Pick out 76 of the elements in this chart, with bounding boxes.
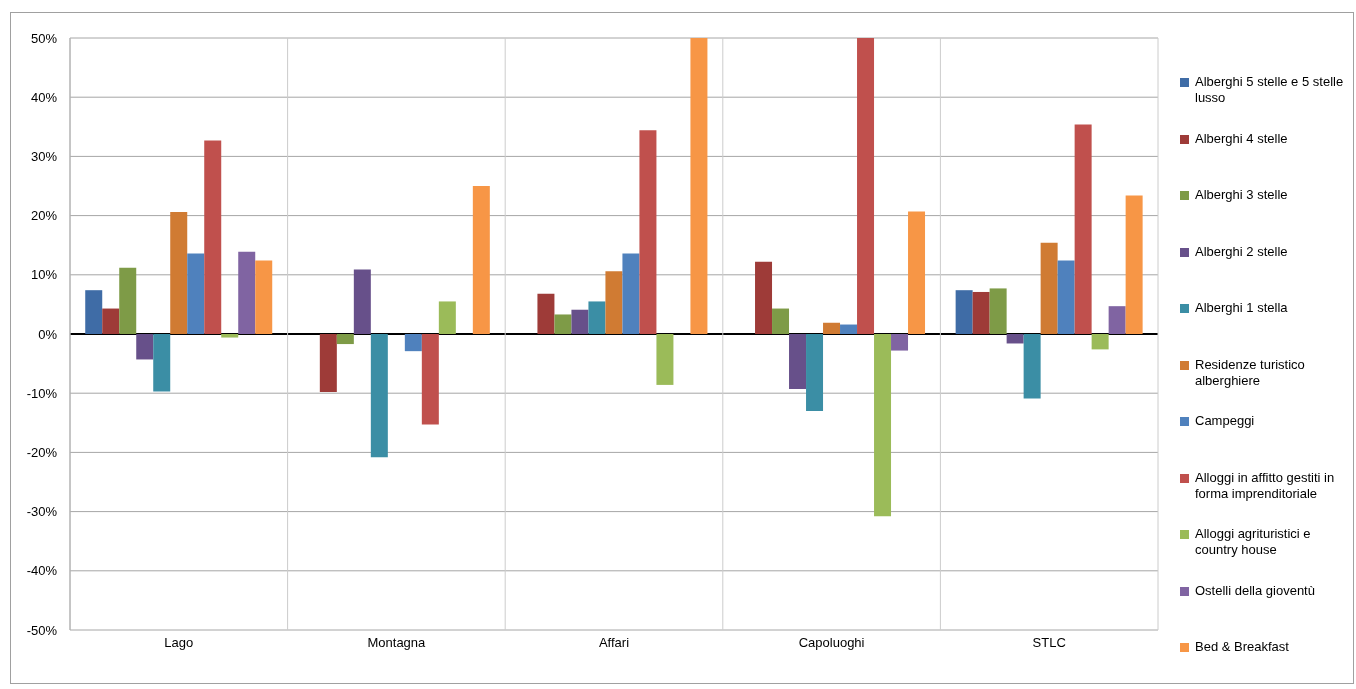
bar <box>421 334 439 425</box>
bar <box>690 38 708 334</box>
bar <box>102 308 120 334</box>
bar <box>1108 306 1126 334</box>
legend-label: Alberghi 1 stella <box>1195 300 1288 315</box>
y-tick-label: -20% <box>26 445 58 461</box>
bar <box>874 334 892 517</box>
y-tick-label: 10% <box>30 267 58 283</box>
bar <box>370 334 388 458</box>
bar <box>136 334 154 360</box>
y-tick-label: -50% <box>26 622 58 638</box>
bar <box>1023 334 1041 399</box>
bar <box>1074 124 1092 334</box>
bar <box>1006 334 1024 344</box>
bar <box>1057 260 1075 334</box>
y-tick-label: 50% <box>30 30 58 46</box>
bar <box>656 334 674 385</box>
bar <box>204 140 222 334</box>
bar <box>857 38 875 334</box>
bar <box>554 314 572 334</box>
bar <box>537 293 555 334</box>
bar <box>908 211 926 334</box>
y-tick-label: -10% <box>26 385 58 401</box>
legend-label: Alloggi in affitto gestiti in forma imprenditoriale <box>1195 469 1335 501</box>
legend-label: Alloggi agrituristici e country house <box>1195 526 1311 558</box>
legend-label: Alberghi 4 stelle <box>1195 130 1288 146</box>
legend-label: Alberghi 5 stelle e 5 stelle lusso <box>1195 74 1344 106</box>
bar <box>319 334 337 393</box>
y-tick-label: 40% <box>30 89 58 105</box>
bar <box>955 290 973 334</box>
x-tick-label: Montagna <box>367 635 427 651</box>
bar <box>772 308 790 334</box>
bar <box>622 253 640 334</box>
bar <box>789 334 807 390</box>
x-tick-label: Affari <box>598 635 630 651</box>
bar <box>336 334 354 345</box>
bar <box>605 271 623 334</box>
bar <box>823 322 841 334</box>
y-tick-label: -40% <box>26 563 58 579</box>
bar <box>119 267 137 334</box>
legend-label: Residenze turistico alberghiere <box>1195 356 1305 388</box>
bar <box>170 212 188 334</box>
bar <box>989 288 1007 334</box>
bar <box>1125 195 1143 334</box>
bar <box>438 301 456 334</box>
legend-label: Ostelli della gioventù <box>1195 582 1315 598</box>
bar <box>840 324 858 334</box>
bar <box>153 334 171 392</box>
bar <box>353 269 371 334</box>
bar <box>255 260 273 334</box>
bar <box>639 130 657 334</box>
y-tick-label: -30% <box>26 504 58 520</box>
bar <box>571 309 589 334</box>
bar <box>187 253 205 334</box>
legend-label: Alberghi 2 stelle <box>1195 243 1288 259</box>
bar <box>972 291 990 334</box>
bar <box>221 334 239 338</box>
x-tick-label: Lago <box>164 635 194 651</box>
legend-label: Alberghi 3 stelle <box>1195 187 1288 202</box>
bar <box>891 334 909 351</box>
bar <box>1091 334 1109 350</box>
x-tick-label: STLC <box>1032 635 1066 651</box>
bar <box>238 251 256 334</box>
y-tick-label: 0% <box>38 326 58 342</box>
bar <box>472 186 490 334</box>
x-tick-label: Capoluoghi <box>798 635 865 651</box>
legend-label: Bed & Breakfast <box>1195 639 1289 654</box>
legend-label: Campeggi <box>1195 413 1255 428</box>
bar <box>1040 242 1058 334</box>
y-tick-label: 20% <box>30 208 58 224</box>
bar <box>806 334 824 411</box>
bar <box>588 301 606 334</box>
bar <box>404 334 422 352</box>
bar <box>85 290 103 334</box>
y-tick-label: 30% <box>30 149 58 165</box>
bar <box>755 261 773 334</box>
